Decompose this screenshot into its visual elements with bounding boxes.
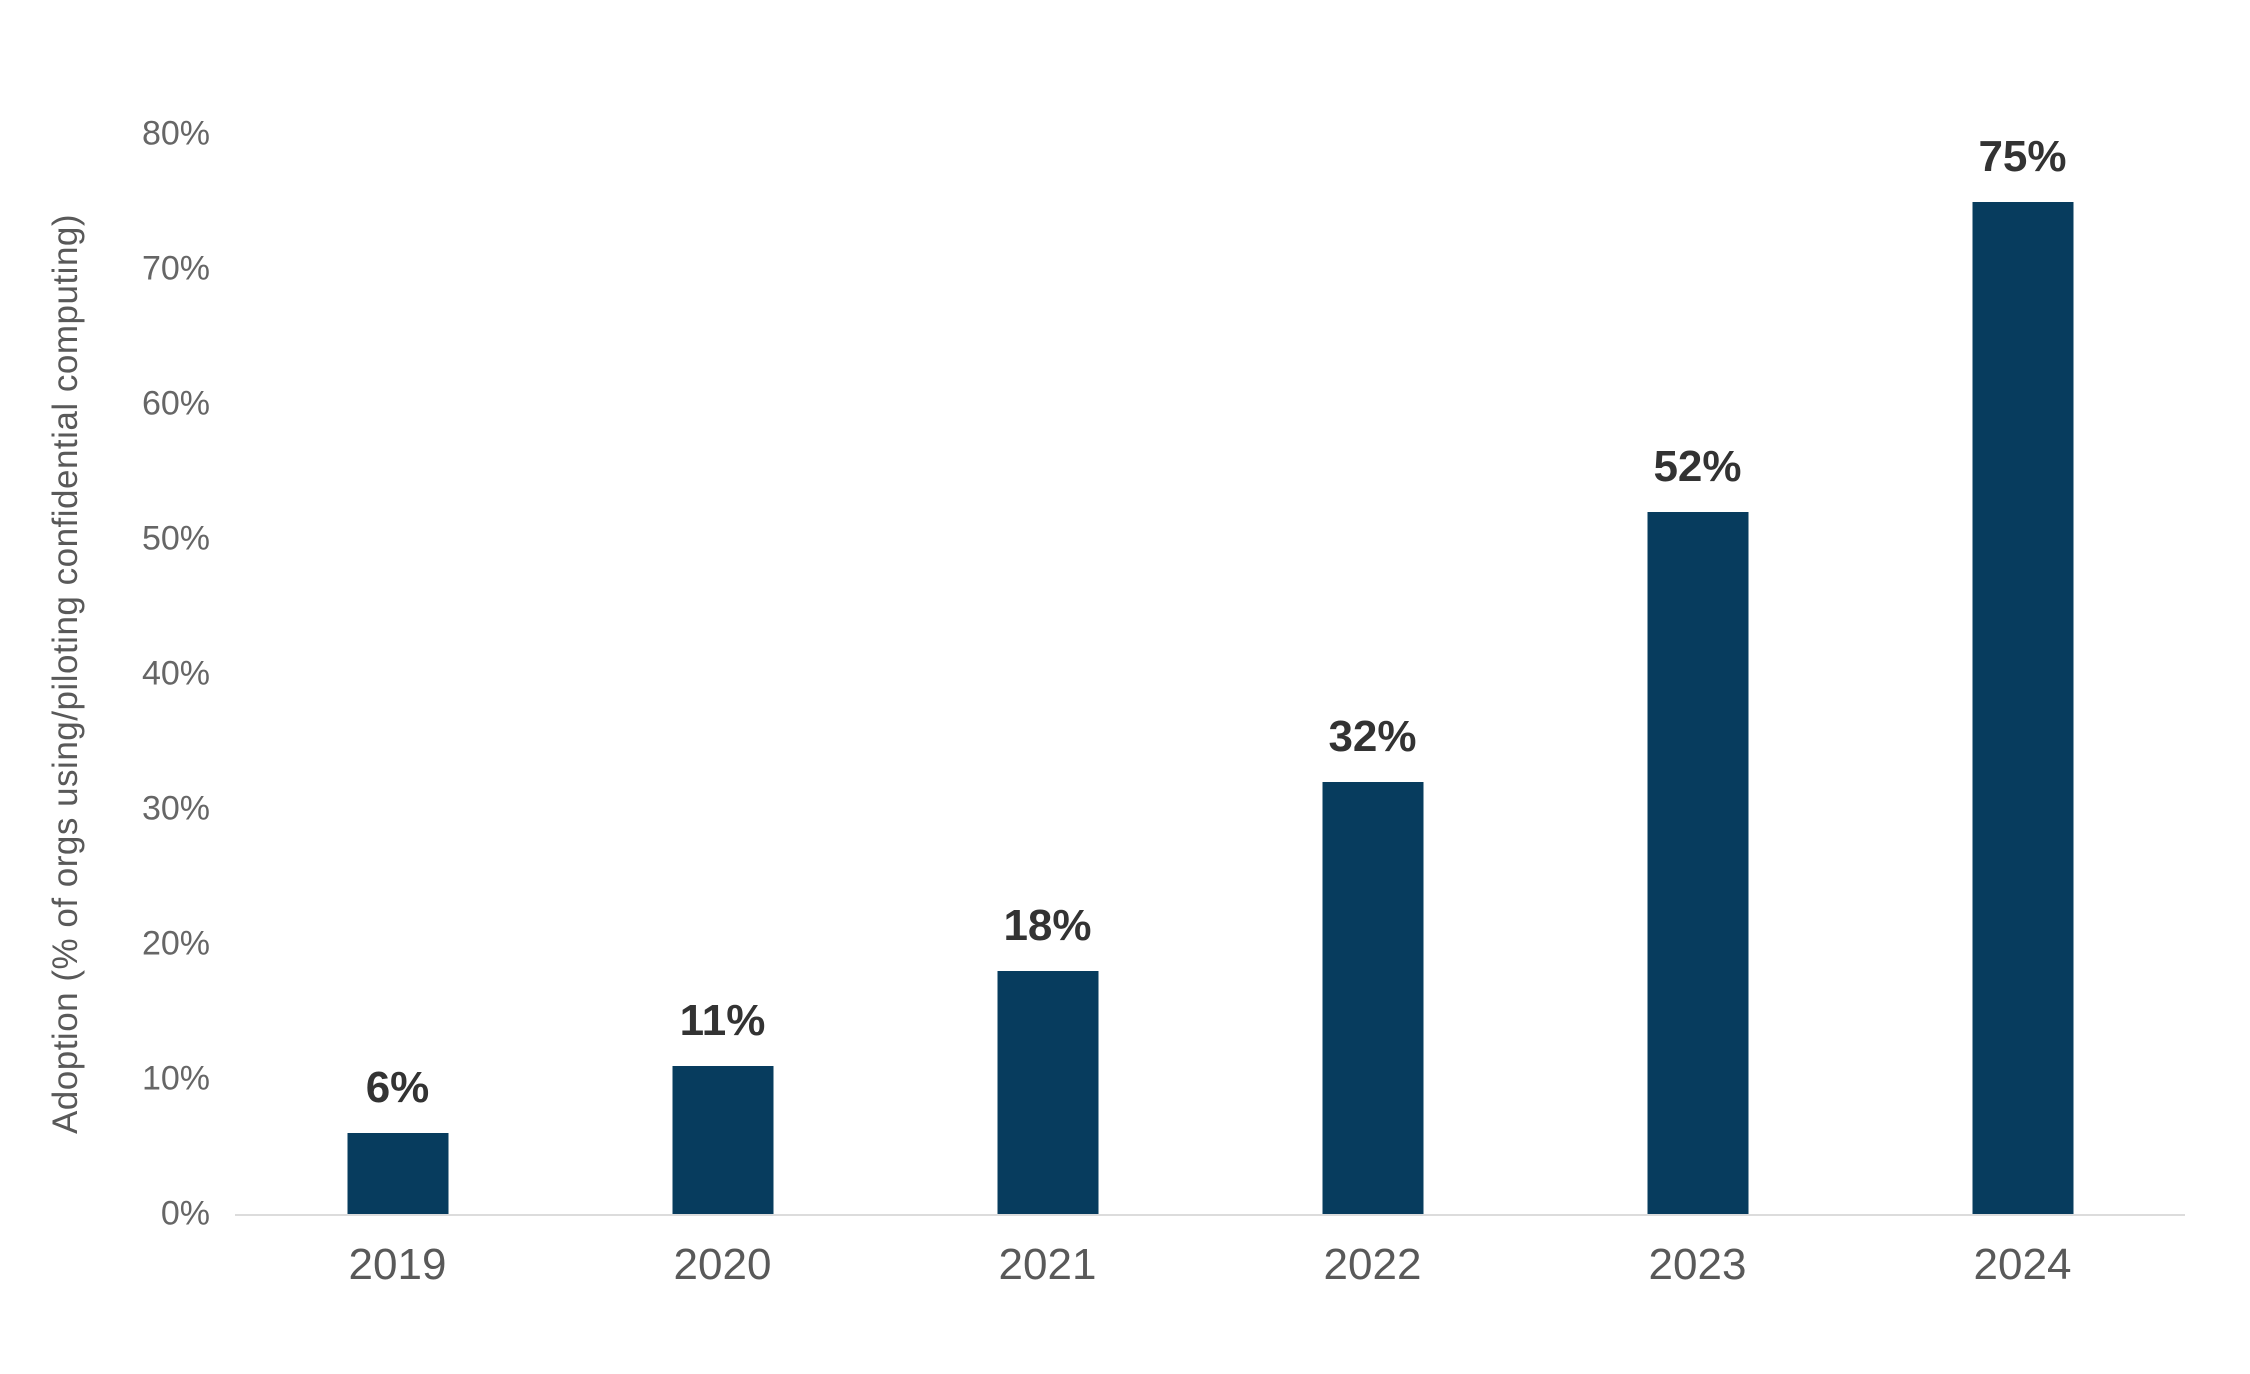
y-tick-label: 60%: [141, 384, 210, 423]
x-tick-label: 2020: [673, 1240, 772, 1289]
x-tick-label: 2022: [1323, 1240, 1422, 1289]
y-tick-label: 40%: [141, 654, 210, 693]
bar-group-2019: 6% 2019: [235, 134, 560, 1289]
y-tick-label: 50%: [141, 519, 210, 558]
bar-value-label: 32%: [1328, 712, 1417, 761]
bar-group-2022: 32% 2022: [1210, 134, 1535, 1289]
bar-2024: [1972, 201, 2073, 1214]
bar-2019: [347, 1133, 448, 1214]
bar-2020: [672, 1065, 773, 1214]
bar-2021: [997, 971, 1098, 1214]
x-tick-label: 2024: [1973, 1240, 2072, 1289]
y-axis-title: Adoption (% of orgs using/piloting confi…: [46, 213, 85, 1135]
bar-2023: [1647, 512, 1748, 1214]
y-tick-label: 10%: [141, 1059, 210, 1098]
plot-area: 6% 2019 11% 2020 18% 2021 32% 2022 52% 2023 75% 202…: [235, 131, 2185, 1289]
bar-group-2023: 52% 2023: [1535, 134, 1860, 1289]
x-tick-label: 2021: [998, 1240, 1097, 1289]
x-tick-label: 2019: [348, 1240, 447, 1289]
bar-value-label: 18%: [1003, 901, 1092, 950]
y-tick-label: 0%: [160, 1194, 210, 1233]
x-axis-line: [235, 1214, 2185, 1216]
y-tick-label: 80%: [141, 114, 210, 153]
y-tick-label: 70%: [141, 249, 210, 288]
bar-group-2021: 18% 2021: [885, 134, 1210, 1289]
bar-group-2024: 75% 2024: [1860, 131, 2185, 1289]
y-tick-label: 30%: [141, 789, 210, 828]
bar-value-label: 75%: [1978, 131, 2067, 181]
x-tick-label: 2023: [1648, 1240, 1747, 1289]
bar-value-label: 52%: [1653, 442, 1742, 491]
bar-group-2020: 11% 2020: [560, 134, 885, 1289]
y-tick-label: 20%: [141, 924, 210, 963]
bar-value-label: 11%: [679, 995, 766, 1045]
bar-value-label: 6%: [365, 1063, 430, 1112]
bar-2022: [1322, 782, 1423, 1214]
bar-series: 6% 2019 11% 2020 18% 2021 32% 2022 52% 2023 75% 202…: [235, 131, 2185, 1289]
